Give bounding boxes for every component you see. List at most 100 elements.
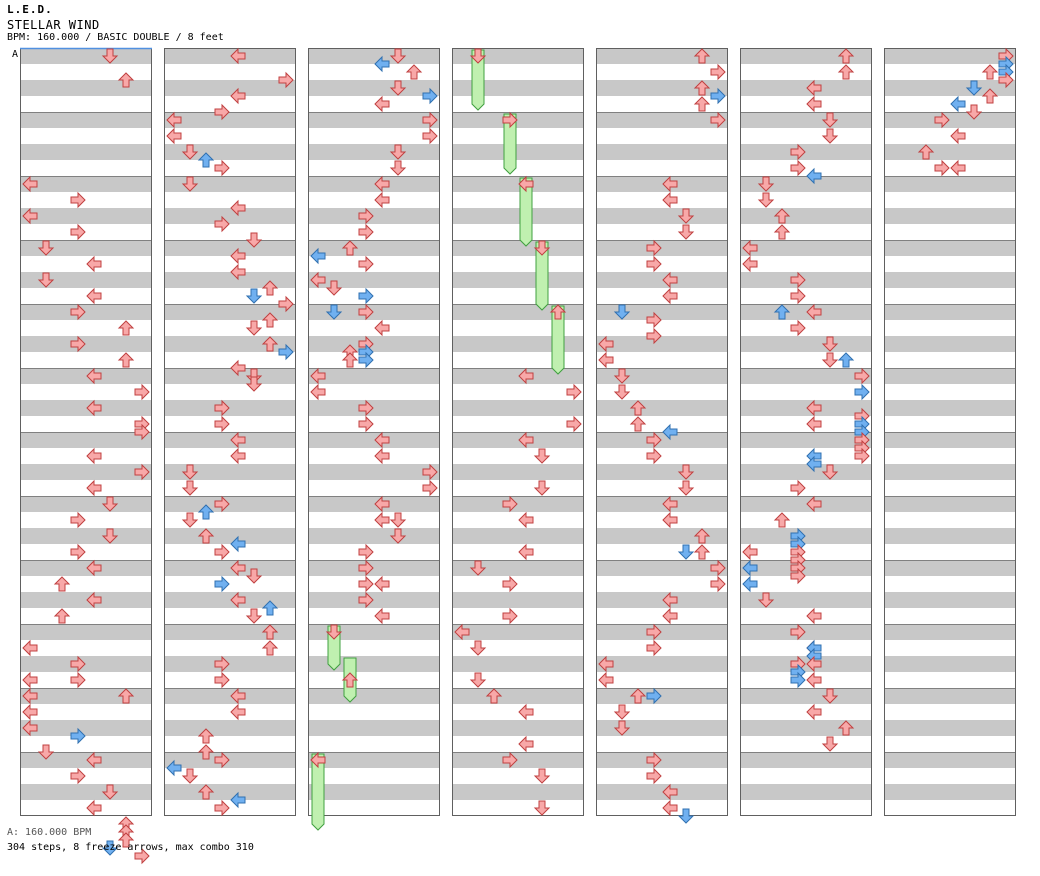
step-arrow-down [533, 800, 551, 816]
beat-band [20, 400, 152, 416]
step-arrow-left [662, 495, 678, 513]
step-arrow-left [230, 47, 246, 65]
artist-name: L.E.D. [7, 3, 53, 16]
step-arrow-right [790, 623, 806, 641]
beat-band [740, 304, 872, 320]
beat-band [308, 112, 440, 128]
step-arrow-up [117, 352, 135, 368]
beat-band [884, 592, 1016, 608]
beat-band [452, 48, 584, 64]
step-arrow-left [230, 559, 246, 577]
step-arrow-up [341, 352, 359, 368]
step-arrow-right [566, 383, 582, 401]
beat-band [596, 176, 728, 192]
column-border [164, 48, 296, 816]
step-arrow-left [86, 447, 102, 465]
step-arrow-down [101, 784, 119, 800]
beat-band [164, 592, 296, 608]
step-arrow-left [806, 167, 822, 185]
beat-band [164, 144, 296, 160]
beat-band [740, 464, 872, 480]
step-arrow-left [806, 495, 822, 513]
beat-band [596, 368, 728, 384]
beat-band [164, 112, 296, 128]
beat-band [452, 80, 584, 96]
beat-band [20, 208, 152, 224]
beat-band [596, 752, 728, 768]
beat-band [452, 688, 584, 704]
chart-column [884, 48, 1016, 816]
step-arrow-up [693, 48, 711, 64]
step-arrow-left [806, 607, 822, 625]
step-arrow-left [86, 255, 102, 273]
step-arrow-up [693, 528, 711, 544]
step-arrow-down [613, 704, 631, 720]
step-arrow-left [662, 175, 678, 193]
step-arrow-left [950, 95, 966, 113]
step-arrow-right [70, 511, 86, 529]
step-arrow-left [230, 703, 246, 721]
step-arrow-right [214, 751, 230, 769]
step-arrow-right [790, 479, 806, 497]
step-arrow-up [773, 512, 791, 528]
beat-band [596, 400, 728, 416]
step-arrow-up [261, 624, 279, 640]
step-arrow-up [917, 144, 935, 160]
step-arrow-left [310, 367, 326, 385]
step-arrow-up [197, 528, 215, 544]
step-arrow-up [837, 720, 855, 736]
step-arrow-left [230, 591, 246, 609]
step-arrow-right [998, 71, 1014, 89]
step-arrow-up [341, 672, 359, 688]
step-arrow-left [662, 287, 678, 305]
step-arrow-right [214, 415, 230, 433]
step-arrow-down [181, 464, 199, 480]
step-arrow-down [389, 528, 407, 544]
step-arrow-left [806, 703, 822, 721]
step-arrow-right [70, 543, 86, 561]
freeze-arrow [503, 113, 517, 175]
step-arrow-right [70, 191, 86, 209]
step-arrow-down [821, 112, 839, 128]
step-arrow-down [821, 688, 839, 704]
step-arrow-left [374, 55, 390, 73]
column-border [452, 48, 584, 816]
step-arrow-left [310, 247, 326, 265]
step-arrow-right [358, 575, 374, 593]
beat-band [452, 528, 584, 544]
step-arrow-down [533, 480, 551, 496]
beat-band [308, 560, 440, 576]
step-arrow-left [806, 655, 822, 673]
beat-band [308, 784, 440, 800]
beat-band [164, 208, 296, 224]
beat-band [308, 624, 440, 640]
step-arrow-up [693, 96, 711, 112]
step-arrow-left [598, 351, 614, 369]
step-arrow-left [662, 799, 678, 817]
beat-band [308, 272, 440, 288]
beat-band [884, 48, 1016, 64]
beat-band [452, 720, 584, 736]
step-arrow-right [278, 295, 294, 313]
beat-band [164, 752, 296, 768]
step-arrow-left [374, 191, 390, 209]
step-arrow-down [101, 496, 119, 512]
step-arrow-down [245, 376, 263, 392]
step-arrow-right [214, 159, 230, 177]
beat-band [308, 528, 440, 544]
step-arrow-down [37, 240, 55, 256]
step-arrow-up [197, 504, 215, 520]
step-arrow-left [454, 623, 470, 641]
step-arrow-left [86, 287, 102, 305]
step-arrow-left [86, 479, 102, 497]
step-arrow-left [22, 207, 38, 225]
step-arrow-down [389, 80, 407, 96]
step-arrow-left [230, 87, 246, 105]
step-arrow-left [374, 175, 390, 193]
beat-band [308, 176, 440, 192]
beat-band [596, 656, 728, 672]
step-arrow-right [358, 591, 374, 609]
beat-band [20, 560, 152, 576]
step-arrow-left [742, 559, 758, 577]
